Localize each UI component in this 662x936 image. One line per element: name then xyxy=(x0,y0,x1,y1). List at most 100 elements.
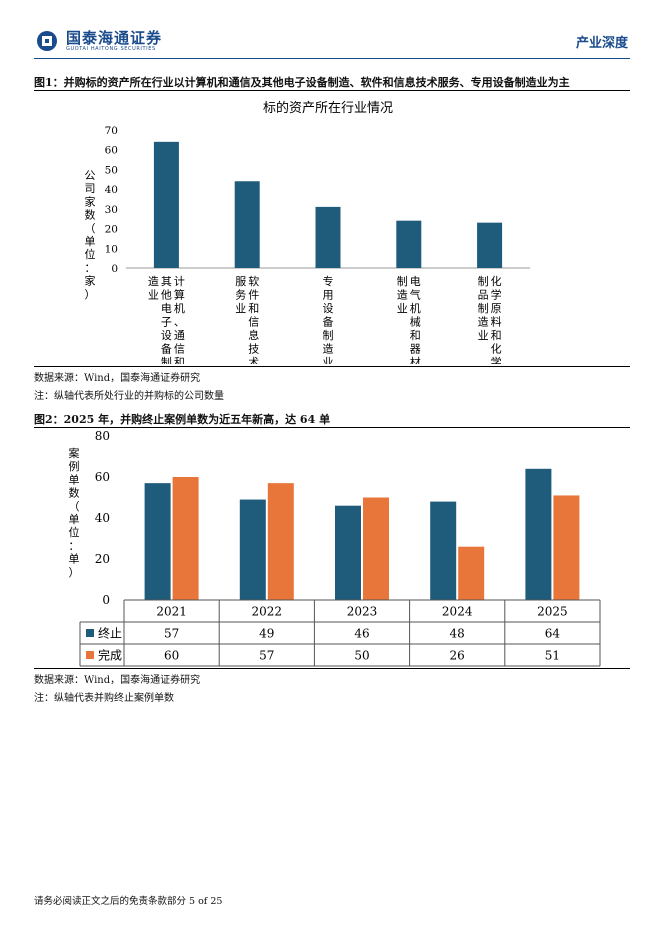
chart2-ytick-label: 20 xyxy=(95,552,110,566)
figure2-source: 数据来源：Wind，国泰海通证券研究 xyxy=(34,675,201,686)
chart2-data-label: 57 xyxy=(164,627,179,641)
page-header: 国泰海通证券 GUOTAI HAITONG SECURITIES 产业深度 xyxy=(0,0,662,60)
chart1-ylabel-char: 家 xyxy=(85,274,96,288)
chart1-category-char: 用 xyxy=(323,289,334,302)
figure2-note: 注：纵轴代表并购终止案例单数 xyxy=(34,693,174,704)
chart2-ytick-label: 60 xyxy=(95,470,110,484)
chart1-category-char: 和 xyxy=(491,329,502,342)
chart2-data-label: 46 xyxy=(354,627,369,641)
chart2-ytick-label: 40 xyxy=(95,511,110,525)
chart2-ylabel-char: 单 xyxy=(69,553,80,566)
figure1-bottom-rule xyxy=(34,366,630,367)
chart2-bar-series2 xyxy=(458,546,485,600)
chart1-bar xyxy=(396,220,422,268)
figure1-source: 数据来源：Wind，国泰海通证券研究 xyxy=(34,373,201,384)
chart1-category-char: 业 xyxy=(235,302,246,315)
chart1-category-char: 学 xyxy=(491,355,502,364)
chart1-category-label: 专用设备制造业 xyxy=(323,274,334,364)
chart2-data-label: 50 xyxy=(354,649,369,663)
chart1-ylabel-char: 位 xyxy=(85,247,96,261)
chart1-ytick-label: 20 xyxy=(105,224,118,236)
chart1-category-char: 术 xyxy=(248,356,259,364)
page-footer: 请务必阅读正文之后的免责条款部分 5 of 25 xyxy=(34,896,223,907)
chart1-category-char: 通 xyxy=(174,329,185,342)
chart1-category-char: 业 xyxy=(148,289,159,302)
chart1-category-label: 计算机、通信和 其他电子设备制 造业 xyxy=(148,274,185,364)
chart1-category-char: 息 xyxy=(248,328,259,342)
chart1-category-char: 备 xyxy=(161,342,172,356)
figure1-note: 注：纵轴代表所处行业的并购标的公司数量 xyxy=(34,391,224,402)
chart2-ylabel-char: 位 xyxy=(69,525,80,539)
chart1-ytick-label: 70 xyxy=(105,125,118,137)
chart2-bar-series1 xyxy=(430,501,457,600)
chart1-category-char: 电 xyxy=(410,275,421,288)
chart2-ylabel-char: 数 xyxy=(69,487,80,500)
chart2-bar-series2 xyxy=(363,497,389,600)
chart2-ylabel-char: ） xyxy=(69,566,80,579)
chart1-ytick-label: 40 xyxy=(105,184,118,196)
chart2-data-label: 64 xyxy=(545,627,561,641)
chart1-category-char: 业 xyxy=(478,329,489,342)
chart2-ylabel: 案例单数（单位：单） xyxy=(69,446,80,579)
chart1-category-char: 器 xyxy=(410,343,421,356)
chart1-bar xyxy=(153,141,179,268)
chart1-category-label: 软件和信息技术 服务业 xyxy=(235,274,259,364)
chart2-category-label: 2021 xyxy=(156,605,187,619)
chart2-ylabel-char: ： xyxy=(69,539,80,552)
chart1-ytick-label: 10 xyxy=(105,243,118,255)
chart1-category-char: 件 xyxy=(248,289,259,302)
chart2-category-label: 2022 xyxy=(252,605,283,619)
chart2-category-label: 2024 xyxy=(442,605,473,619)
chart1-category-char: 和 xyxy=(248,302,259,315)
chart1-category-char: 机 xyxy=(410,301,421,315)
chart1-ylabel-char: （ xyxy=(85,222,96,235)
chart2-data-label: 57 xyxy=(259,649,274,663)
chart1-category-char: 务 xyxy=(235,289,246,302)
chart1-category-char: 业 xyxy=(397,302,408,315)
chart1-category-char: 技 xyxy=(248,343,259,356)
report-type: 产业深度 xyxy=(575,36,628,51)
chart2-legend-swatch xyxy=(86,651,94,659)
company-logo: 国泰海通证券 GUOTAI HAITONG SECURITIES xyxy=(36,30,162,52)
chart1-category-char: 软 xyxy=(248,274,259,288)
chart2-bar-series2 xyxy=(553,495,580,600)
chart1-ylabel-char: 数 xyxy=(85,209,96,222)
chart1-category-char: 化 xyxy=(491,274,502,288)
chart2-ylabel-char: 例 xyxy=(69,459,80,473)
chart1-category-char: 造 xyxy=(397,288,408,302)
chart1-category-char: 、 xyxy=(174,316,185,329)
chart2-bar-series1 xyxy=(525,468,552,600)
chart1-category-char: 学 xyxy=(491,288,502,302)
chart1-category-char: 品 xyxy=(478,289,489,302)
chart1-category-char: 原 xyxy=(491,302,502,315)
chart1-ytick-label: 0 xyxy=(111,263,118,275)
chart1-ytick-label: 60 xyxy=(105,145,118,157)
chart2-bar-series1 xyxy=(335,505,361,600)
chart2-ylabel-char: 单 xyxy=(69,513,80,526)
chart2-data-label: 48 xyxy=(450,627,465,641)
chart2-ytick-label: 80 xyxy=(95,429,110,443)
chart1-category-char: 和 xyxy=(410,329,421,342)
chart2-data-label: 60 xyxy=(164,649,179,663)
figure2-title: 图2：2025 年，并购终止案例单数为近五年新高，达 64 单 xyxy=(34,413,331,426)
chart1-ylabel-char: 公 xyxy=(85,169,96,182)
chart2-ylabel-char: 单 xyxy=(69,473,80,486)
chart1-category-char: 备 xyxy=(323,315,334,329)
chart1-category-char: 造 xyxy=(323,342,334,356)
chart2-legend-swatch xyxy=(86,629,94,637)
chart2-bar-series1 xyxy=(144,483,171,600)
chart2-bar-series2 xyxy=(172,477,199,600)
chart1-category-char: 服 xyxy=(235,275,246,288)
chart1-category-char: 他 xyxy=(161,289,172,302)
chart1-ylabel-char: 家 xyxy=(85,194,96,208)
chart2-ylabel-char: （ xyxy=(69,500,80,513)
chart2-data-label: 26 xyxy=(450,649,465,663)
chart1-ytick-label: 30 xyxy=(105,204,118,216)
chart1-category-char: 造 xyxy=(148,274,159,288)
chart1-category-char: 算 xyxy=(174,288,185,302)
chart1-category-char: 化 xyxy=(491,342,502,356)
chart1-category-char: 材 xyxy=(410,355,421,364)
chart2-ytick-label: 0 xyxy=(102,593,110,607)
chart2-category-label: 2025 xyxy=(537,605,568,619)
